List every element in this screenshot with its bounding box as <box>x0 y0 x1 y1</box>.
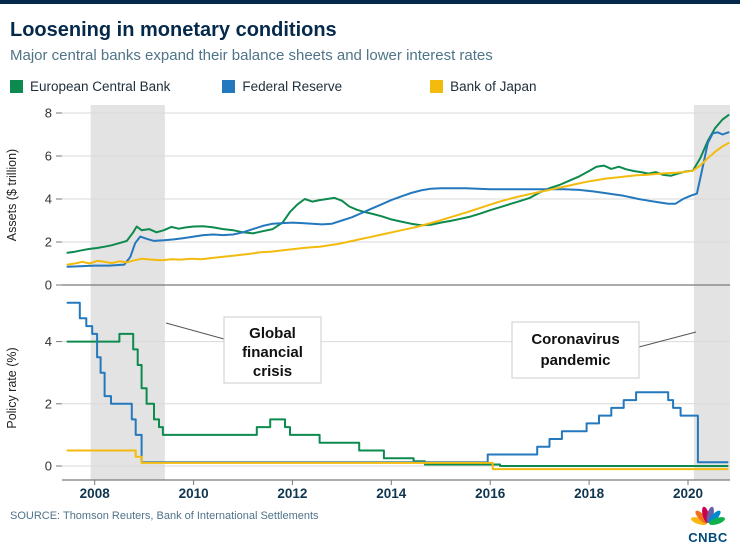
source-note: SOURCE: Thomson Reuters, Bank of Interna… <box>10 510 319 522</box>
line-federal-reserve <box>66 131 730 268</box>
y-axis-title: Policy rate (%) <box>5 347 19 428</box>
line-federal-reserve <box>66 301 729 464</box>
peacock-icon <box>691 506 725 525</box>
line-bank-of-japan <box>66 449 729 471</box>
line-european-central-bank <box>66 114 730 254</box>
dual-panel-line-chart: 0 2 4 6 8 Assets ($ trillion) 0 2 4 Policy rate (… <box>5 105 730 501</box>
y-tick-label: 4 <box>45 334 52 349</box>
legend-item-fed: Federal Reserve <box>222 79 342 94</box>
legend-label-boj: Bank of Japan <box>450 79 537 94</box>
x-tick-label: 2018 <box>574 486 605 501</box>
annotation-text: pandemic <box>540 352 610 369</box>
annotation-leader <box>638 331 697 348</box>
x-tick-label: 2014 <box>376 486 407 501</box>
fed-swatch-icon <box>222 80 236 93</box>
x-tick-label: 2010 <box>179 486 209 501</box>
line-bank-of-japan <box>66 142 730 266</box>
annotation-box <box>511 321 640 379</box>
legend: European Central Bank Federal Reserve Ba… <box>10 79 740 94</box>
y-tick-label: 0 <box>45 278 52 293</box>
x-tick-label: 2020 <box>673 486 703 501</box>
x-tick-label: 2016 <box>475 486 506 501</box>
y-tick-label: 0 <box>45 459 52 474</box>
top-rule <box>0 0 740 4</box>
page-title: Loosening in monetary conditions <box>10 19 337 41</box>
ecb-swatch-icon <box>10 80 23 93</box>
x-tick-label: 2008 <box>80 486 111 501</box>
annotation-box <box>223 316 322 384</box>
band-coronavirus-pandemic <box>693 105 730 480</box>
y-axis-title: Assets ($ trillion) <box>5 149 19 241</box>
page-subtitle: Major central banks expand their balance… <box>10 47 493 64</box>
cnbc-logo-text: CNBC <box>688 530 728 545</box>
line-european-central-bank <box>66 332 729 467</box>
annotation-text: financial <box>242 344 303 361</box>
y-tick-label: 8 <box>45 106 52 121</box>
y-tick-label: 6 <box>45 149 52 164</box>
annotation-text: crisis <box>253 363 292 380</box>
y-tick-label: 2 <box>45 396 52 411</box>
annotation-leader <box>165 322 225 340</box>
legend-label-fed: Federal Reserve <box>242 79 343 94</box>
y-tick-label: 2 <box>45 235 52 250</box>
cnbc-logo: CNBC <box>684 505 732 545</box>
annotation-text: Global <box>249 325 296 342</box>
annotation-text: Coronavirus <box>531 331 619 348</box>
legend-item-ecb: European Central Bank <box>10 79 170 94</box>
boj-swatch-icon <box>430 80 444 93</box>
legend-item-boj: Bank of Japan <box>430 79 536 94</box>
legend-label-ecb: European Central Bank <box>30 79 171 94</box>
band-global-financial-crisis <box>90 105 165 480</box>
y-tick-label: 4 <box>45 192 52 207</box>
x-tick-label: 2012 <box>277 486 307 501</box>
